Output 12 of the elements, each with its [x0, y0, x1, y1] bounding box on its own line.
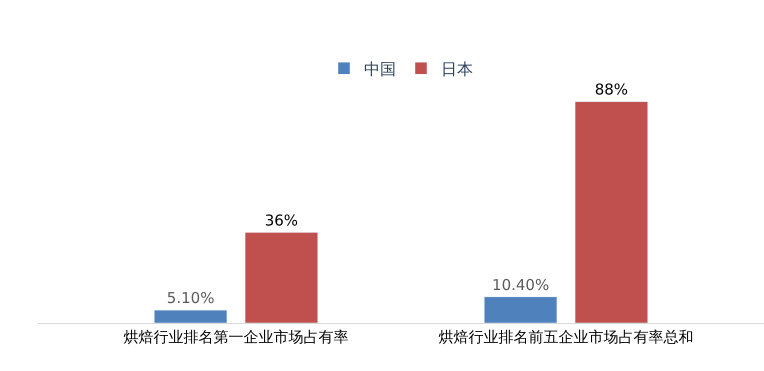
- bar: [244, 232, 318, 323]
- data-label: 88%: [594, 80, 628, 99]
- legend-label: 日本: [441, 59, 473, 78]
- bar: [484, 296, 558, 323]
- data-label: 10.40%: [492, 276, 550, 294]
- data-label: 5.10%: [166, 289, 214, 308]
- data-label: 36%: [264, 211, 298, 230]
- bar: [574, 101, 648, 323]
- x-tick-label: 烘焙行业排名前五企业市场占有率总和: [438, 328, 694, 346]
- bar: [154, 310, 228, 323]
- legend-label: 中国: [364, 59, 396, 78]
- x-tick-label: 烘焙行业排名第一企业市场占有率: [124, 328, 348, 346]
